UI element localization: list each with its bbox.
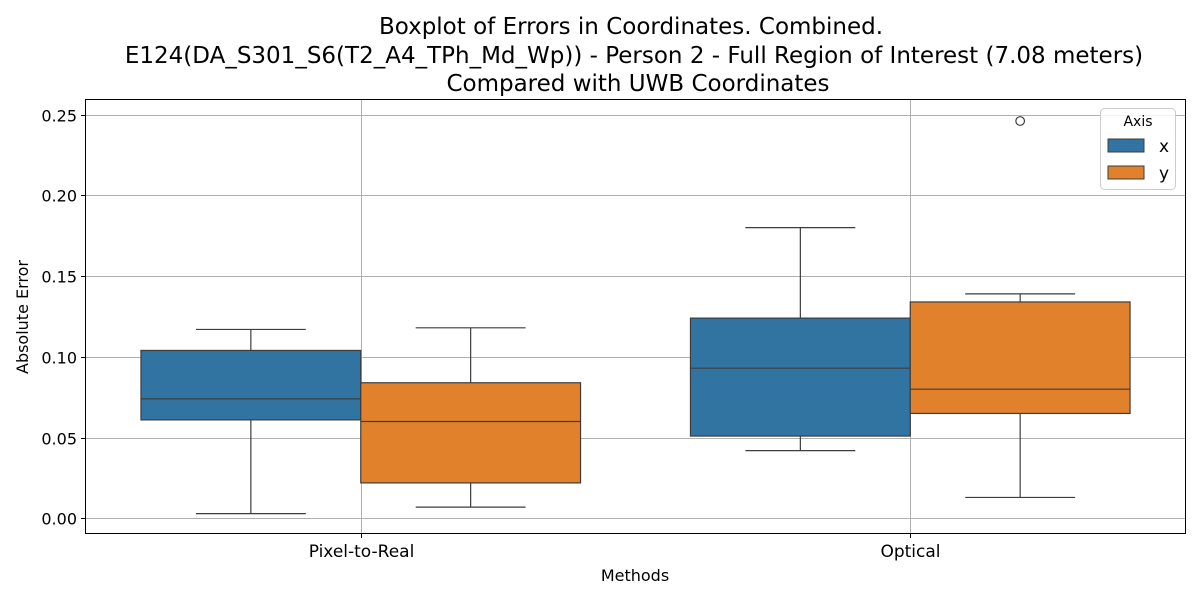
y-tick-label: 0.15 — [41, 268, 77, 287]
chart-title-line-1: Boxplot of Errors in Coordinates. Combin… — [379, 14, 883, 40]
box-body — [689, 317, 911, 437]
chart-title-line-3: Compared with UWB Coordinates — [446, 71, 829, 97]
y-tick-label: 0.10 — [41, 349, 77, 368]
plot-frame — [85, 99, 1186, 534]
y-axis-ticks: 0.00 0.05 0.10 0.15 0.20 0.25 — [41, 107, 86, 529]
x-tick-label: Pixel-to-Real — [309, 542, 415, 562]
legend-title: Axis — [1123, 114, 1152, 130]
y-axis-label: Absolute Error — [13, 260, 32, 374]
legend-swatch-y — [1107, 165, 1145, 180]
box-series — [140, 116, 1131, 515]
box-body — [360, 382, 582, 484]
box-y-optical — [909, 116, 1131, 499]
box-y-pixel-to-real — [360, 327, 582, 508]
legend: Axis x y — [1100, 108, 1176, 190]
box-body — [140, 349, 362, 421]
legend-label-x: x — [1159, 137, 1169, 157]
y-tick-label: 0.20 — [41, 187, 77, 206]
x-axis-label: Methods — [601, 566, 669, 585]
y-tick-label: 0.25 — [41, 107, 77, 126]
chart-title-line-2: E124(DA_S301_S6(T2_A4_TPh_Md_Wp)) - Pers… — [125, 43, 1143, 69]
y-tick-label: 0.05 — [41, 430, 77, 449]
y-tick-label: 0.00 — [41, 510, 77, 529]
legend-swatch-x — [1107, 138, 1145, 153]
legend-label-y: y — [1159, 164, 1169, 184]
x-axis-ticks: Pixel-to-Real Optical — [309, 533, 941, 562]
box-x-pixel-to-real — [140, 328, 362, 515]
box-x-optical — [689, 227, 911, 452]
box-body — [909, 301, 1131, 415]
x-tick-label: Optical — [880, 542, 940, 562]
outlier-point — [1015, 116, 1026, 126]
